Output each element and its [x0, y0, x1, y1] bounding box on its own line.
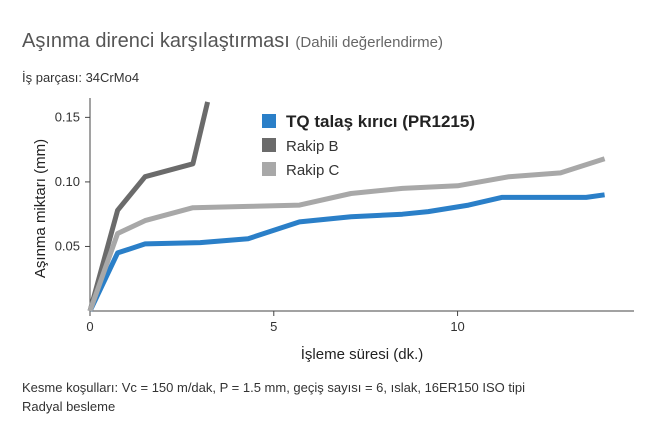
- legend-swatch-2: [262, 138, 276, 152]
- y-tick-label: 0.10: [55, 174, 80, 189]
- x-axis-label: İşleme süresi (dk.): [301, 345, 424, 363]
- cutting-conditions-line2: Radyal besleme: [22, 399, 116, 414]
- series-line-3: [87, 156, 606, 312]
- y-axis-label: Aşınma miktarı (mm): [32, 139, 49, 278]
- chart-title: Aşınma direnci karşılaştırması (Dahili d…: [22, 30, 443, 53]
- legend-label-3: Rakip C: [286, 162, 340, 179]
- cutting-conditions-note: Kesme koşulları: Vc = 150 m/dak, P = 1.5…: [22, 378, 525, 416]
- x-tick-label: 0: [86, 319, 93, 334]
- chart-subtitle: (Dahili değerlendirme): [295, 34, 443, 51]
- y-tick-label: 0.05: [55, 238, 80, 253]
- legend-label-2: Rakip B: [286, 138, 339, 155]
- x-tick-label: 5: [270, 319, 277, 334]
- chart-title-main: Aşınma direnci karşılaştırması: [22, 30, 290, 52]
- series-line-1: [87, 192, 605, 313]
- legend-label-1: TQ talaş kırıcı (PR1215): [286, 112, 475, 131]
- series-line-2: [87, 101, 211, 312]
- x-tick-label: 10: [450, 319, 464, 334]
- legend-swatch-3: [262, 162, 276, 176]
- legend-swatch-1: [262, 114, 276, 128]
- y-tick-label: 0.15: [55, 109, 80, 124]
- cutting-conditions-line1: Kesme koşulları: Vc = 150 m/dak, P = 1.5…: [22, 380, 526, 395]
- workpiece-label: İş parçası: 34CrMo4: [22, 70, 140, 85]
